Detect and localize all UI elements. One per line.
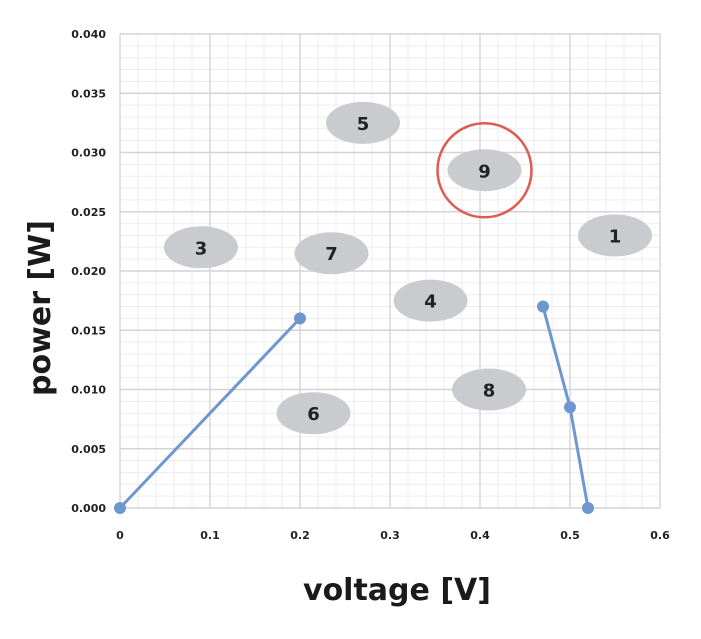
annotation-label: 8	[483, 381, 496, 402]
y-axis-title: power [W]	[23, 220, 58, 396]
x-tick-label: 0.1	[200, 529, 220, 542]
annotation-badge-9	[447, 149, 522, 192]
annotation-label: 4	[424, 292, 437, 313]
x-axis-ticks: 0 0.1 0.2 0.3 0.4 0.5 0.6	[116, 529, 670, 542]
x-axis-title: voltage [V]	[303, 573, 491, 608]
y-tick-label: 0.020	[71, 265, 106, 278]
data-point	[582, 502, 594, 514]
y-tick-label: 0.030	[71, 147, 106, 160]
y-tick-label: 0.015	[71, 324, 106, 337]
x-tick-label: 0	[116, 529, 124, 542]
annotation-badge-4	[393, 279, 468, 322]
x-tick-label: 0.5	[560, 529, 580, 542]
data-point	[537, 300, 549, 313]
data-point	[114, 502, 126, 514]
data-point	[564, 401, 576, 414]
data-point	[294, 312, 306, 325]
annotation-badge-6	[276, 392, 351, 435]
y-tick-label: 0.035	[71, 87, 106, 100]
y-tick-label: 0.010	[71, 384, 106, 397]
x-tick-label: 0.4	[470, 529, 490, 542]
x-tick-label: 0.6	[650, 529, 670, 542]
data-series	[114, 300, 594, 514]
y-tick-label: 0.025	[71, 206, 106, 219]
highlight-circle	[436, 122, 533, 219]
y-axis-ticks: 0.000 0.005 0.010 0.015 0.020 0.025 0.030 0.035…	[71, 28, 106, 515]
y-tick-label: 0.040	[71, 28, 106, 41]
y-tick-label: 0.000	[71, 502, 106, 515]
annotation-label: 6	[307, 404, 320, 425]
annotation-label: 9	[478, 161, 491, 182]
grid-major	[119, 33, 661, 509]
annotation-label: 3	[195, 238, 208, 259]
x-tick-label: 0.2	[290, 529, 310, 542]
annotation-badge-5	[326, 101, 400, 144]
annotation-label: 5	[357, 114, 370, 135]
annotation-label: 7	[325, 244, 338, 265]
annotation-label: 1	[609, 226, 622, 247]
series-line-1	[118, 316, 302, 510]
annotation-badge-7	[294, 232, 369, 275]
annotation-badge-1	[578, 214, 652, 257]
annotation-badges: 1 3 4 5 6 7 8 9	[164, 101, 652, 435]
x-tick-label: 0.3	[380, 529, 400, 542]
annotation-badge-3	[164, 226, 238, 269]
annotation-badge-8	[452, 368, 526, 411]
y-tick-label: 0.005	[71, 443, 106, 456]
